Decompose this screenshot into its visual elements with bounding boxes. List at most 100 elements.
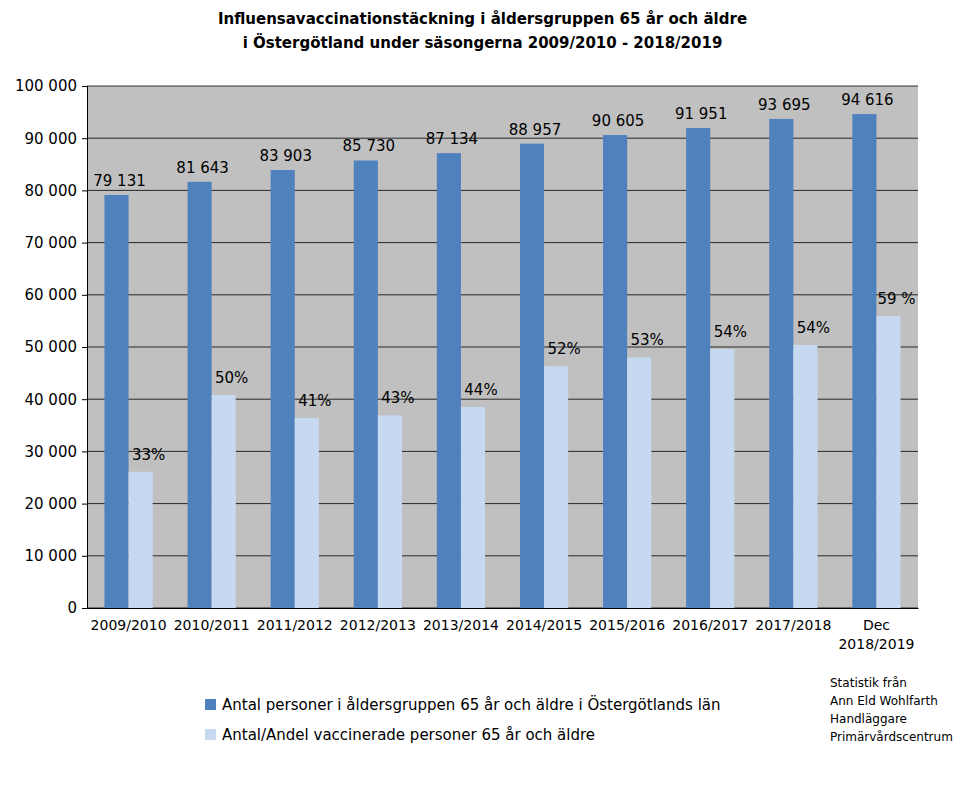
y-axis: 0 10 000 20 000 30 000 40 000 50 000 60 000 70 … xyxy=(15,77,88,617)
x-tick: 2017/2018 xyxy=(755,608,831,633)
bar xyxy=(627,357,651,608)
data-label: 54% xyxy=(797,319,830,337)
y-tick: 90 000 xyxy=(25,130,88,148)
y-tick-label: 40 000 xyxy=(25,391,78,409)
y-tick-mark xyxy=(82,451,87,452)
y-tick-label: 100 000 xyxy=(15,77,77,95)
bar xyxy=(793,345,817,608)
bar xyxy=(212,395,236,608)
y-tick-mark xyxy=(82,86,87,87)
y-tick-mark xyxy=(82,347,87,348)
y-tick-mark xyxy=(82,243,87,244)
y-tick-mark xyxy=(82,138,87,139)
data-label: 91 951 xyxy=(675,105,728,123)
annotation: Ann Eld Wohlfarth xyxy=(830,694,938,708)
data-label: 59 % xyxy=(877,290,915,308)
data-label: 85 730 xyxy=(343,137,396,155)
bar xyxy=(271,170,295,608)
x-tick-label: Dec2018/2019 xyxy=(838,617,914,651)
bar xyxy=(852,114,876,608)
data-label: 90 605 xyxy=(592,112,645,130)
x-tick-label: 2010/2011 xyxy=(174,617,250,633)
y-tick-mark xyxy=(82,504,87,505)
x-tick: 2013/2014 xyxy=(423,608,499,633)
y-tick-label: 30 000 xyxy=(25,443,78,461)
grid xyxy=(87,86,918,608)
y-tick-mark xyxy=(82,556,87,557)
x-axis-line xyxy=(88,608,919,609)
legend-swatch xyxy=(205,699,216,710)
title-group: Influensavaccinationstäckning i åldersgr… xyxy=(218,10,747,52)
y-tick-label: 80 000 xyxy=(25,182,78,200)
data-label: 79 131 xyxy=(93,172,146,190)
x-tick: 2016/2017 xyxy=(672,608,748,633)
x-tick: 2015/2016 xyxy=(589,608,665,633)
source-note: Statistik frånAnn Eld WohlfarthHandlägga… xyxy=(830,676,953,744)
x-tick: 2009/2010 xyxy=(91,608,167,633)
y-tick: 10 000 xyxy=(25,547,88,565)
y-tick: 60 000 xyxy=(25,286,88,304)
y-tick-mark xyxy=(82,399,87,400)
y-tick-label: 70 000 xyxy=(25,234,78,252)
y-tick: 30 000 xyxy=(25,443,88,461)
x-tick-label: 2016/2017 xyxy=(672,617,748,633)
x-tick-label: 2009/2010 xyxy=(91,617,167,633)
bar xyxy=(603,135,627,608)
bar xyxy=(876,316,900,608)
x-tick: 2010/2011 xyxy=(174,608,250,633)
y-tick-label: 20 000 xyxy=(25,495,78,513)
y-tick-mark xyxy=(82,295,87,296)
x-tick: 2014/2015 xyxy=(506,608,582,633)
bar xyxy=(461,407,485,608)
legend: Antal personer i åldersgruppen 65 år och… xyxy=(205,695,721,744)
data-label: 54% xyxy=(714,323,747,341)
chart: Influensavaccinationstäckning i åldersgr… xyxy=(0,0,967,787)
bar xyxy=(378,415,402,608)
annotation: Primärvårdscentrum xyxy=(830,730,953,744)
x-tick-label: 2013/2014 xyxy=(423,617,499,633)
bar xyxy=(686,128,710,608)
x-tick: Dec2018/2019 xyxy=(838,608,914,652)
data-label: 41% xyxy=(298,392,331,410)
bar xyxy=(544,366,568,608)
y-tick-label: 50 000 xyxy=(25,338,78,356)
y-tick-mark xyxy=(82,608,87,609)
y-tick: 80 000 xyxy=(25,182,88,200)
data-label: 52% xyxy=(547,340,580,358)
title: i Östergötland under säsongerna 2009/201… xyxy=(243,33,723,52)
y-tick: 50 000 xyxy=(25,338,88,356)
bar xyxy=(769,119,793,608)
y-tick: 40 000 xyxy=(25,391,88,409)
data-label: 33% xyxy=(132,446,165,464)
data-label: 88 957 xyxy=(509,121,562,139)
bar xyxy=(354,160,378,608)
x-tick: 2011/2012 xyxy=(257,608,333,633)
data-label: 50% xyxy=(215,369,248,387)
legend-label: Antal/Andel vaccinerade personer 65 år o… xyxy=(222,726,595,744)
x-tick-label: 2017/2018 xyxy=(755,617,831,633)
y-tick: 100 000 xyxy=(15,77,87,95)
x-tick-label: 2014/2015 xyxy=(506,617,582,633)
data-label: 94 616 xyxy=(841,91,894,109)
y-tick: 70 000 xyxy=(25,234,88,252)
x-tick-label: 2015/2016 xyxy=(589,617,665,633)
data-label: 53% xyxy=(631,331,664,349)
legend-swatch xyxy=(205,729,216,740)
y-tick-label: 10 000 xyxy=(25,547,78,565)
x-tick-label: 2012/2013 xyxy=(340,617,416,633)
plot-background xyxy=(87,86,918,608)
title: Influensavaccinationstäckning i åldersgr… xyxy=(218,10,747,28)
bar xyxy=(129,472,153,608)
bar xyxy=(104,195,128,608)
x-tick-label: 2011/2012 xyxy=(257,617,333,633)
y-tick: 20 000 xyxy=(25,495,88,513)
y-tick-label: 90 000 xyxy=(25,130,78,148)
y-tick: 0 xyxy=(67,599,87,617)
data-label: 43% xyxy=(381,389,414,407)
data-label: 87 134 xyxy=(426,130,479,148)
data-label: 83 903 xyxy=(259,147,312,165)
bar xyxy=(520,144,544,608)
annotation: Statistik från xyxy=(830,676,907,690)
bar xyxy=(710,349,734,608)
bars xyxy=(104,114,900,608)
